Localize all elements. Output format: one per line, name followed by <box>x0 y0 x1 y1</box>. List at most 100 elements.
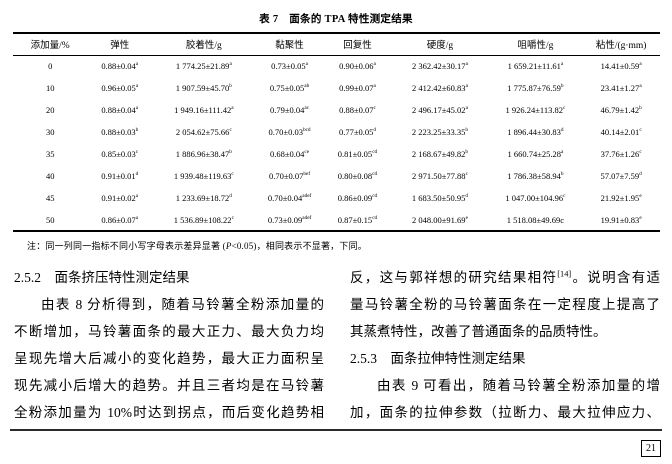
text-column-left: 2.5.2 面条挤压特性测定结果由表 8 分析得到，随着马铃薯全粉添加量的不断增… <box>14 264 324 426</box>
cell-value: 0.96±0.05a <box>101 83 139 93</box>
body-line: 加，面条的拉伸参数（拉断力、最大拉伸应力、 <box>350 405 660 420</box>
table-row: 45 0.91±0.02a 1 233.69±18.72d 0.70±0.04adef… <box>13 187 660 209</box>
page-number-box: 21 <box>641 440 661 457</box>
column-header-stickiness: 粘性/(g·mm) <box>595 41 647 52</box>
cell-value: 2 496.17±45.02a <box>412 105 468 115</box>
table-row: 0 0.88±0.04a 1 774.25±21.89a 0.73±0.05a 0.90… <box>13 55 660 77</box>
cell-value: 1 786.38±58.94b <box>507 171 564 181</box>
cell-value: 0.87±0.15cd <box>337 214 378 225</box>
text-column-right: 反，这与郭祥想的研究结果相符[14]。说明含有适 量马铃薯全粉的马铃薯面条在一定程… <box>350 264 660 426</box>
table-row: 35 0.85±0.03c 1 886.96±38.47b 0.68±0.04ce 0.… <box>13 143 660 165</box>
cell-value: 46.79±1.42b <box>600 105 642 115</box>
cell-value: 0.77±0.05d <box>338 127 376 137</box>
cell-value: 0.88±0.04a <box>101 105 139 115</box>
table-row: 40 0.91±0.01d 1 939.48±119.63c 0.70±0.07bef… <box>13 165 660 187</box>
cell-value: 1 233.69±18.72d <box>175 193 232 203</box>
cell-value: 0.91±0.01d <box>101 171 139 181</box>
cell-value: 0.88±0.04a <box>101 61 139 72</box>
body-line: 由表 9 可看出，随着马铃薯全粉添加量的增 <box>377 378 660 393</box>
cell-value: 40.14±2.01c <box>600 127 642 137</box>
cell-amount: 45 <box>45 193 55 203</box>
cell-value: 1 926.24±113.82c <box>505 105 566 115</box>
page-number: 21 <box>646 443 656 454</box>
table-body: 0 0.88±0.04a 1 774.25±21.89a 0.73±0.05a 0.90… <box>13 55 660 231</box>
body-line: 现先减小后增大的趋势。并且三者均是在马铃薯 <box>14 378 324 393</box>
cell-value: 0.88±0.07c <box>339 105 376 115</box>
cell-value: 1 518.08±49.69c <box>506 214 565 225</box>
table-title: 表 7 面条的 TPA 特性测定结果 <box>259 14 413 25</box>
body-line: 反，这与郭祥想的研究结果相符[14]。说明含有适 <box>350 269 661 285</box>
cell-value: 0.90±0.06a <box>339 61 376 72</box>
column-header-chewiness: 咀嚼性/g <box>517 41 554 52</box>
cell-amount: 10 <box>45 83 55 93</box>
column-header-gumminess: 胶着性/g <box>185 41 222 52</box>
table-row: 20 0.88±0.04a 1 949.16±111.42a 0.79±0.04ac 0… <box>13 99 660 121</box>
body-text: 2.5.2 面条挤压特性测定结果由表 8 分析得到，随着马铃薯全粉添加量的不断增… <box>14 264 660 426</box>
cell-amount: 30 <box>45 127 55 137</box>
section-heading: 2.5.2 面条挤压特性测定结果 <box>14 270 190 285</box>
tpa-results-table: 添加量/% 弹性 胶着性/g 黏聚性 回复性 硬度/g 咀嚼性/g 粘性/(g·… <box>13 32 660 232</box>
cell-value: 2 168.67±49.82b <box>411 149 469 159</box>
cell-value: 2 048.00±91.69e <box>412 214 468 225</box>
column-header-hardness: 硬度/g <box>426 41 454 52</box>
cell-value: 0.68±0.04ce <box>270 149 310 159</box>
cell-amount: 35 <box>45 149 55 159</box>
cell-value: 1 659.21±11.61a <box>507 61 564 72</box>
cell-value: 1 774.25±21.89a <box>175 61 232 72</box>
cell-value: 0.79±0.04ac <box>270 105 310 115</box>
cell-value: 1 896.44±30.83d <box>507 127 564 137</box>
cell-value: 57.07±7.59d <box>600 171 642 181</box>
cell-value: 2 412.42±60.83a <box>412 83 468 93</box>
body-line: 不断增加，马铃薯面条的最大正力、最大负力均 <box>14 324 324 339</box>
column-header-cohesiveness: 黏聚性 <box>275 41 304 52</box>
cell-value: 0.86±0.09cd <box>337 193 378 203</box>
cell-value: 0.80±0.08cd <box>337 171 378 181</box>
table-note: 注：同一列同一指标不同小写字母表示差异显著 (P<0.05)，相同表示不显著，下… <box>27 241 367 251</box>
cell-value: 2 971.50±77.88c <box>412 171 468 181</box>
cell-value: 14.41±0.59a <box>600 61 642 72</box>
cell-value: 2 223.25±33.35b <box>411 127 469 137</box>
cell-value: 0.88±0.03b <box>101 127 139 137</box>
table-row: 30 0.88±0.03b 2 054.62±75.66c 0.70±0.03bcd 0… <box>13 121 660 143</box>
cell-value: 0.73±0.05a <box>271 61 308 72</box>
cell-value: 19.91±0.83e <box>600 214 642 225</box>
column-header-amount: 添加量/% <box>30 41 70 52</box>
cell-amount: 40 <box>45 171 55 181</box>
cell-value: 1 886.96±38.47b <box>175 149 232 159</box>
cell-value: 1 775.87±76.59b <box>507 83 564 93</box>
cell-value: 2 362.42±30.17a <box>412 61 468 72</box>
body-line: 其蒸煮特性，改善了普通面条的品质特性。 <box>350 324 607 339</box>
cell-value: 2 054.62±75.66c <box>175 127 232 137</box>
cell-value: 0.85±0.03c <box>101 149 139 159</box>
cell-amount: 20 <box>45 105 55 115</box>
cell-value: 1 683.50±50.95d <box>411 193 469 203</box>
body-line: 全粉添加量为 10%时达到拐点，而后变化趋势相 <box>14 405 324 420</box>
cell-value: 0.75±0.05ab <box>269 83 310 93</box>
cell-value: 0.86±0.07a <box>101 214 139 225</box>
footer-rule <box>10 429 662 431</box>
cell-value: 0.81±0.05cd <box>337 149 378 159</box>
cell-amount: 0 <box>48 61 53 72</box>
column-header-resilience: 回复性 <box>343 41 372 52</box>
cell-value: 0.91±0.02a <box>101 193 139 203</box>
cell-value: 1 660.74±25.28a <box>507 149 564 159</box>
table-row: 10 0.96±0.05a 1 907.59±45.70b 0.75±0.05ab 0.… <box>13 77 660 99</box>
cell-value: 1 907.59±45.70b <box>175 83 232 93</box>
body-line: 呈现先增大后减小的变化趋势，最大正力面积呈 <box>14 351 324 366</box>
cell-value: 1 536.89±108.22c <box>173 214 234 225</box>
cell-value: 0.70±0.03bcd <box>268 127 311 137</box>
cell-value: 23.41±1.27a <box>600 83 642 93</box>
cell-amount: 50 <box>45 214 55 225</box>
cell-value: 1 047.00±104.96c <box>505 193 566 203</box>
cell-value: 0.73±0.09adef <box>267 214 312 225</box>
cell-value: 0.70±0.04adef <box>267 193 312 203</box>
cell-value: 21.92±1.95e <box>600 193 642 203</box>
table-row: 50 0.86±0.07a 1 536.89±108.22c 0.73±0.09ade… <box>13 209 660 231</box>
cell-value: 1 949.16±111.42a <box>174 105 234 115</box>
cell-value: 37.76±1.26c <box>600 149 642 159</box>
body-line: 量马铃薯全粉的马铃薯面条在一定程度上提高了 <box>350 297 660 312</box>
section-heading: 2.5.3 面条拉伸特性测定结果 <box>350 351 526 366</box>
cell-value: 1 939.48±119.63c <box>173 171 234 181</box>
body-line: 由表 8 分析得到，随着马铃薯全粉添加量的 <box>41 297 324 312</box>
